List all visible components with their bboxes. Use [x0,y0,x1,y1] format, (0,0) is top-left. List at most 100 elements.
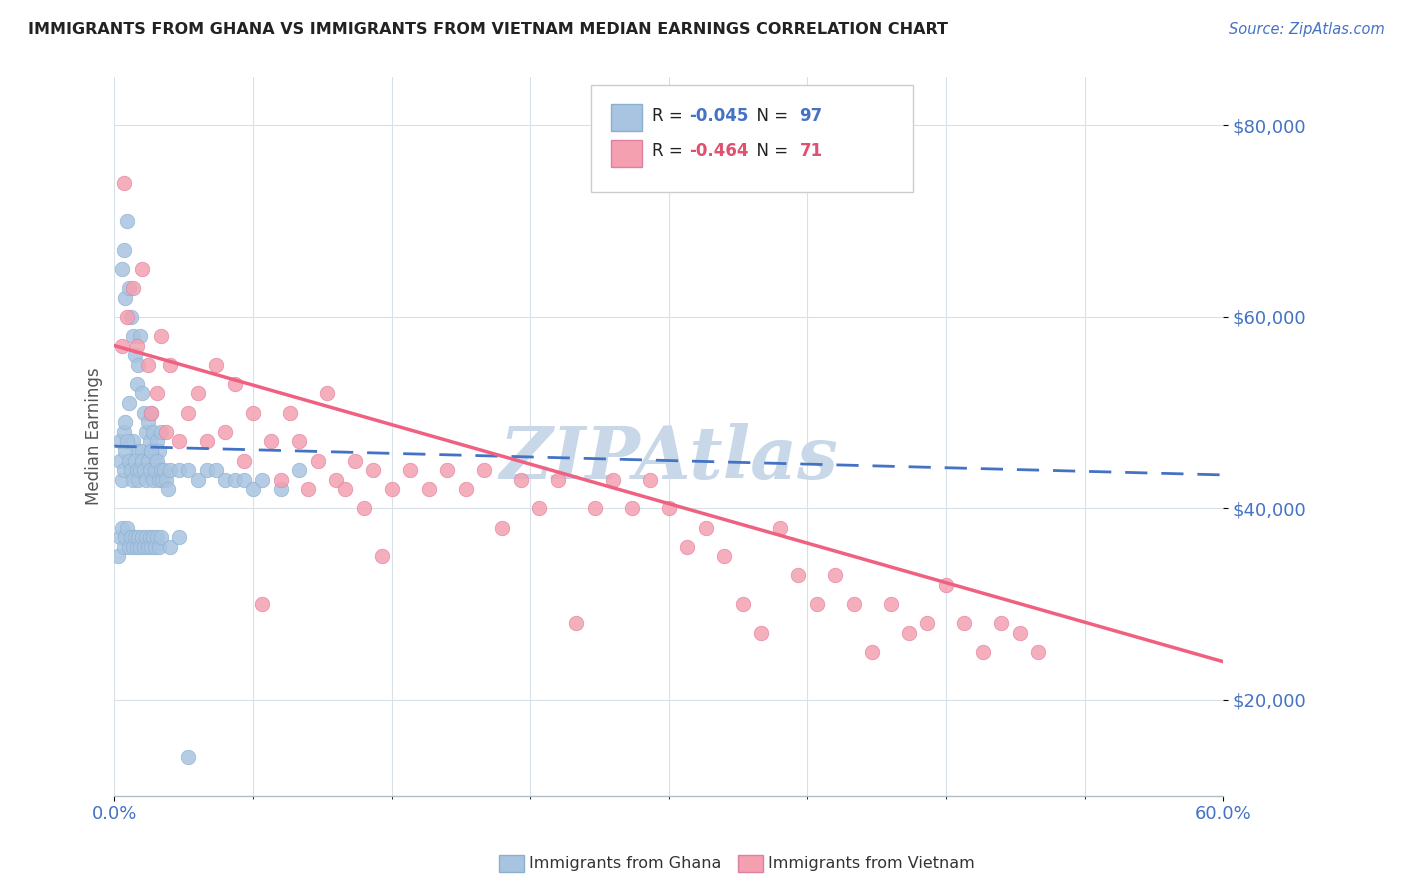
Point [214,425,236,439]
Point [316,386,339,401]
Point [731,597,754,611]
Point [152,473,174,487]
Point [124,530,146,544]
Point [111,262,134,277]
Point [418,483,440,497]
Point [142,473,165,487]
Point [136,453,159,467]
Point [972,645,994,659]
Point [278,406,301,420]
Point [565,616,588,631]
Point [335,483,357,497]
Point [142,530,165,544]
Point [224,376,246,391]
Point [195,463,218,477]
Point [879,597,901,611]
Point [205,358,228,372]
Point [1008,626,1031,640]
Point [156,483,179,497]
Point [149,425,172,439]
Point [260,434,283,449]
Text: IMMIGRANTS FROM GHANA VS IMMIGRANTS FROM VIETNAM MEDIAN EARNINGS CORRELATION CHA: IMMIGRANTS FROM GHANA VS IMMIGRANTS FROM… [28,22,948,37]
Point [917,616,939,631]
Point [620,501,643,516]
Text: Immigrants from Ghana: Immigrants from Ghana [529,856,721,871]
Point [138,463,160,477]
Point [131,444,153,458]
Point [118,540,141,554]
Point [108,453,131,467]
Point [695,520,717,534]
Point [143,540,166,554]
Point [224,473,246,487]
Text: Immigrants from Vietnam: Immigrants from Vietnam [768,856,974,871]
Point [149,329,172,343]
Point [510,473,533,487]
Point [860,645,883,659]
Point [118,453,141,467]
Text: R =: R = [652,143,688,161]
Point [120,463,142,477]
Point [148,540,170,554]
Point [127,358,149,372]
Point [205,463,228,477]
Point [146,530,169,544]
Point [131,262,153,277]
Point [146,386,169,401]
Point [167,463,190,477]
Point [583,501,606,516]
Point [177,750,200,764]
Point [111,338,134,352]
Point [117,214,139,228]
Point [177,463,200,477]
Point [159,463,181,477]
Point [125,463,148,477]
Point [136,415,159,429]
Point [138,530,160,544]
Point [297,483,319,497]
Text: ZIPAtlas: ZIPAtlas [499,423,838,493]
Point [117,310,139,324]
Point [155,473,177,487]
Point [141,406,163,420]
Point [953,616,976,631]
Point [167,530,190,544]
Point [547,473,569,487]
Point [307,453,329,467]
Point [898,626,921,640]
FancyBboxPatch shape [612,140,643,167]
Point [749,626,772,640]
FancyBboxPatch shape [591,85,912,193]
Point [149,530,172,544]
Point [187,386,209,401]
Point [325,473,347,487]
Point [131,530,153,544]
Point [114,444,136,458]
Point [111,520,134,534]
Point [114,291,136,305]
Point [148,444,170,458]
Point [787,568,810,582]
Point [658,501,681,516]
Text: N =: N = [747,106,794,125]
Point [454,483,477,497]
Point [159,540,181,554]
Point [1028,645,1050,659]
Point [270,473,292,487]
Point [132,540,155,554]
Point [107,549,129,564]
Point [122,281,145,295]
Point [177,406,200,420]
Text: N =: N = [747,143,794,161]
Point [252,473,274,487]
Point [399,463,422,477]
Point [159,358,181,372]
Point [143,463,166,477]
Point [288,434,311,449]
Point [141,406,163,420]
Point [990,616,1012,631]
Point [127,530,149,544]
Point [120,310,142,324]
Point [141,444,163,458]
Point [112,243,135,257]
